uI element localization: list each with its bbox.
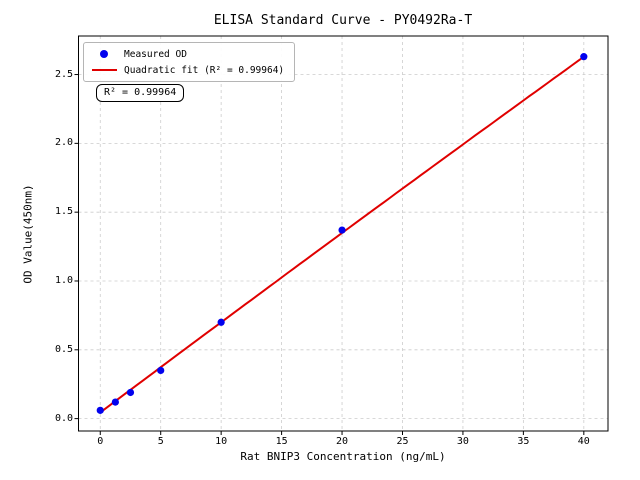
data-point bbox=[157, 366, 165, 375]
data-point bbox=[580, 53, 588, 61]
legend-label-measured-od: Measured OD bbox=[124, 48, 187, 60]
x-tick-label: 35 bbox=[517, 436, 530, 447]
y-tick-label: 0.0 bbox=[54, 412, 73, 424]
y-tick-label: 1.5 bbox=[54, 206, 73, 218]
data-point bbox=[126, 388, 135, 397]
y-tick-label: 1.0 bbox=[54, 274, 73, 286]
data-point bbox=[96, 406, 104, 414]
chart-title: ELISA Standard Curve - PY0492Ra-T bbox=[213, 13, 473, 28]
x-tick-label: 10 bbox=[215, 436, 228, 447]
legend-marker bbox=[89, 50, 119, 58]
x-tick-label: 30 bbox=[456, 436, 469, 447]
x-tick-label: 20 bbox=[336, 436, 349, 447]
x-tick-label: 0 bbox=[97, 436, 104, 447]
y-tick-label: 2.0 bbox=[54, 137, 73, 149]
x-tick-label: 25 bbox=[396, 436, 409, 447]
r-squared-annotation: R² = 0.99964 bbox=[96, 84, 185, 102]
x-tick-label: 40 bbox=[577, 436, 590, 447]
line-marker-icon bbox=[91, 68, 117, 72]
legend-item-quadratic-fit: Quadratic fit (R² = 0.99964) bbox=[89, 64, 284, 76]
y-tick-label: 0.5 bbox=[54, 343, 73, 355]
x-tick-label: 15 bbox=[275, 436, 288, 447]
scatter-marker-icon bbox=[100, 50, 108, 58]
plot-frame bbox=[78, 35, 609, 432]
x-tick-label: 5 bbox=[157, 436, 164, 447]
data-point bbox=[338, 226, 346, 234]
data-point bbox=[111, 398, 119, 406]
x-axis-label: Rat BNIP3 Concentration (ng/mL) bbox=[240, 450, 446, 463]
legend-item-measured-od: Measured OD bbox=[89, 48, 284, 60]
data-point bbox=[217, 318, 225, 326]
y-tick-label: 2.5 bbox=[54, 68, 73, 80]
legend-marker bbox=[89, 68, 119, 72]
legend: Measured OD Quadratic fit (R² = 0.99964) bbox=[83, 42, 296, 82]
y-axis-label: OD Value(450nm) bbox=[21, 184, 35, 284]
legend-label-quadratic-fit: Quadratic fit (R² = 0.99964) bbox=[124, 64, 285, 76]
